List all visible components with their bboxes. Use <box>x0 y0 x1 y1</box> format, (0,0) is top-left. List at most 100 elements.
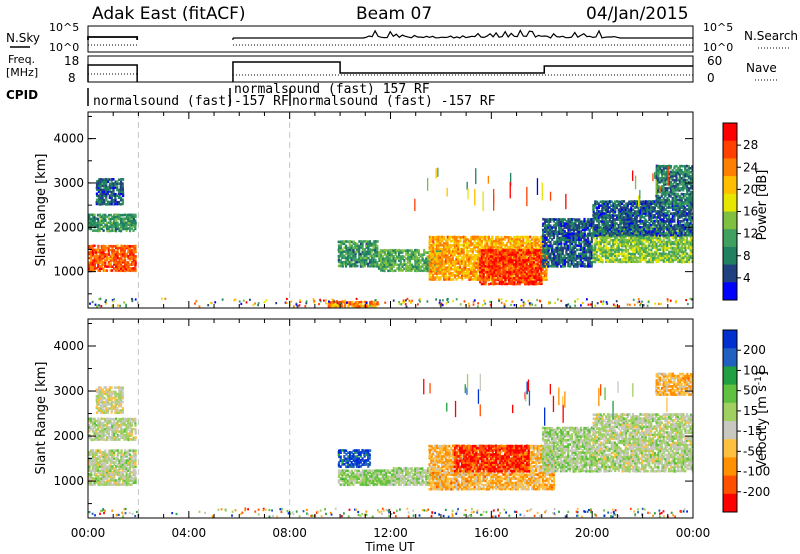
power-cell <box>507 282 510 286</box>
date-label: 04/Jan/2015 <box>586 4 689 24</box>
power-cell <box>585 252 588 256</box>
power-cell <box>587 248 590 252</box>
power-cell <box>498 282 501 286</box>
power-cell <box>88 256 91 260</box>
power-cell <box>552 256 556 260</box>
power-cell <box>497 250 500 254</box>
power-cell <box>556 252 559 256</box>
power-cell <box>442 272 445 275</box>
power-cell <box>523 276 527 280</box>
power-cell <box>576 257 579 260</box>
power-cell <box>632 204 635 208</box>
power-cell <box>677 246 680 250</box>
power-cell <box>675 254 678 257</box>
power-cell <box>513 257 516 260</box>
power-cell <box>587 246 590 250</box>
power-cell <box>545 248 548 252</box>
power-cell <box>513 277 516 280</box>
power-cell <box>642 204 645 207</box>
power-cell <box>102 225 105 229</box>
power-cell <box>547 228 550 232</box>
power-cell <box>129 215 132 219</box>
power-cell <box>666 213 669 217</box>
power-cell <box>605 260 608 263</box>
power-cell <box>504 254 507 258</box>
power-cell <box>607 235 610 238</box>
power-cell <box>644 252 647 255</box>
power-cell <box>691 248 693 252</box>
power-cell <box>684 260 687 264</box>
power-cell <box>675 226 678 229</box>
power-cell <box>352 258 355 262</box>
power-cell <box>433 254 437 257</box>
power-cell <box>98 253 101 256</box>
power-cell <box>626 258 629 262</box>
power-cell <box>567 240 570 243</box>
power-cell <box>673 229 676 233</box>
power-cell <box>369 262 372 266</box>
power-cell <box>666 226 669 229</box>
power-cell <box>678 242 682 246</box>
power-cell <box>639 200 642 203</box>
power-cell <box>516 251 519 254</box>
power-cell <box>491 282 494 286</box>
power-cell <box>634 218 637 221</box>
power-cell <box>635 260 639 264</box>
power-cell <box>419 267 422 271</box>
power-cell <box>401 263 404 266</box>
power-cell <box>108 188 112 192</box>
power-cell <box>504 246 507 249</box>
power-cell <box>624 256 627 260</box>
power-cell <box>428 241 431 245</box>
power-cell <box>592 256 595 259</box>
power-cell <box>93 248 96 252</box>
power-cell <box>122 252 125 256</box>
power-cell <box>567 228 570 232</box>
power-cell <box>350 240 353 244</box>
power-cell <box>626 218 629 221</box>
power-cell <box>496 235 500 239</box>
power-cell <box>684 254 687 257</box>
power-cell <box>606 210 609 213</box>
power-cell <box>632 246 635 250</box>
power-cell <box>441 264 444 267</box>
power-cell <box>341 248 344 252</box>
power-cell <box>619 220 622 223</box>
power-cell <box>337 258 340 262</box>
power-cell <box>649 236 652 240</box>
power-cell <box>671 218 674 221</box>
power-cell <box>648 225 651 229</box>
power-cell <box>633 210 636 213</box>
power-cell <box>543 248 546 252</box>
power-cell <box>130 263 133 266</box>
power-cell <box>121 248 124 252</box>
power-cell <box>606 208 609 211</box>
power-cell <box>470 257 473 261</box>
power-cell <box>608 210 611 213</box>
power-cell <box>542 246 545 250</box>
power-cell <box>423 269 426 272</box>
power-cell <box>531 249 534 252</box>
power-cell <box>104 186 107 190</box>
power-cell <box>527 244 530 247</box>
power-cell <box>435 272 438 275</box>
power-cell <box>96 229 100 233</box>
power-cell <box>489 261 492 264</box>
power-cell <box>628 212 631 215</box>
power-cell <box>590 244 593 248</box>
power-cell <box>585 240 588 244</box>
power-cell <box>610 245 613 248</box>
power-cell <box>97 265 100 269</box>
power-cell <box>617 242 620 246</box>
power-cell <box>630 233 633 237</box>
power-cell <box>641 252 644 256</box>
power-cell <box>403 261 406 264</box>
power-cell <box>568 224 571 227</box>
power-cell <box>543 252 546 256</box>
power-cell <box>449 261 453 265</box>
power-cell <box>623 248 626 252</box>
power-cell <box>630 219 633 223</box>
power-cell <box>568 236 572 240</box>
power-cell <box>599 245 602 248</box>
